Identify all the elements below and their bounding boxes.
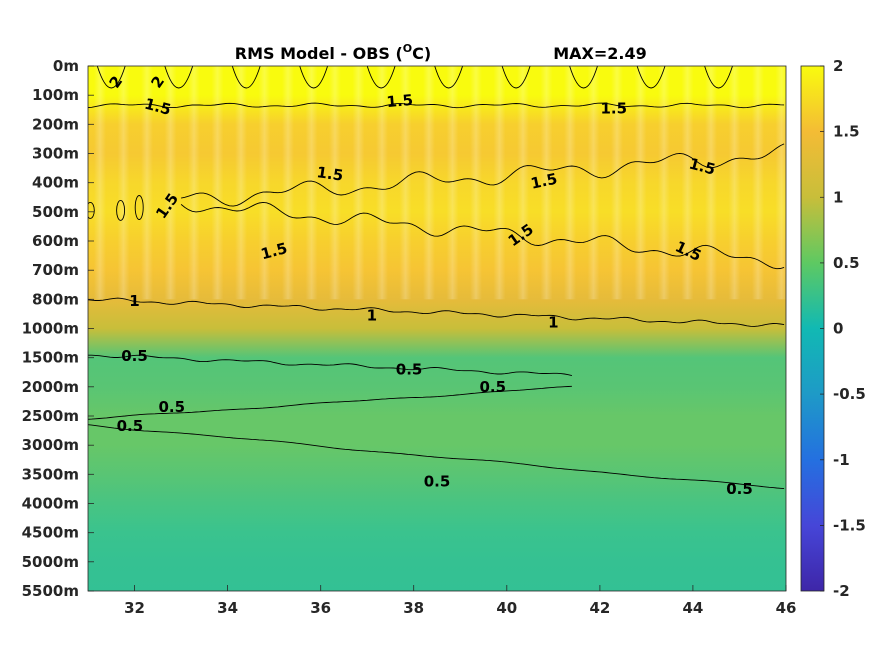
contour-label: 0.5 bbox=[159, 398, 186, 416]
y-tick-label: 4500m bbox=[22, 524, 79, 542]
y-tick-label: 200m bbox=[32, 115, 79, 133]
contour-line bbox=[636, 66, 666, 89]
x-tick-label: 40 bbox=[496, 599, 517, 617]
contour-label: 1.5 bbox=[386, 91, 414, 111]
contour-label: 0.5 bbox=[396, 360, 423, 378]
contour-label: 1 bbox=[367, 306, 377, 324]
contour-label: 0.5 bbox=[117, 417, 144, 435]
y-tick-label: 5000m bbox=[22, 553, 79, 571]
contour-label: 1.5 bbox=[316, 163, 345, 185]
contour-label: 1.5 bbox=[529, 170, 559, 193]
y-tick-label: 3500m bbox=[22, 465, 79, 483]
contour-label: 0.5 bbox=[480, 378, 507, 396]
contour-line bbox=[231, 66, 261, 89]
contour-line bbox=[501, 66, 531, 89]
y-tick-label: 1000m bbox=[22, 320, 79, 338]
y-tick-label: 4000m bbox=[22, 495, 79, 513]
contour-line bbox=[88, 354, 573, 377]
contour-line bbox=[88, 385, 572, 420]
colorbar-tick-label: -1.5 bbox=[833, 516, 866, 534]
contour-line bbox=[88, 424, 785, 490]
contour-label: 0.5 bbox=[121, 347, 148, 365]
contour-line bbox=[180, 201, 785, 270]
y-tick-label: 1500m bbox=[22, 349, 79, 367]
y-tick-label: 100m bbox=[32, 86, 79, 104]
x-tick-label: 44 bbox=[682, 599, 703, 617]
y-tick-label: 800m bbox=[32, 290, 79, 308]
contour-line bbox=[88, 201, 95, 219]
colorbar-tick-label: 1 bbox=[833, 188, 843, 206]
colorbar-tick-label: 1.5 bbox=[833, 123, 860, 141]
y-tick-label: 600m bbox=[32, 232, 79, 250]
y-tick-label: 5500m bbox=[22, 582, 79, 600]
contour-label: 0.5 bbox=[424, 473, 451, 491]
x-tick-label: 32 bbox=[124, 599, 145, 617]
contour-label: 1.5 bbox=[601, 99, 628, 117]
contour-label: 1 bbox=[548, 314, 558, 332]
y-axis: 0m 100m 200m 300m 400m 500m 600m 700m 800m 1000m 1… bbox=[22, 57, 94, 600]
contour-line bbox=[366, 66, 396, 89]
contour-label: 1 bbox=[129, 292, 139, 310]
x-tick-label: 36 bbox=[310, 599, 331, 617]
contour-line bbox=[434, 66, 464, 89]
x-tick-label: 38 bbox=[403, 599, 424, 617]
contour-line bbox=[116, 199, 126, 221]
colorbar: 2 1.5 1 0.5 0 -0.5 -1 -1.5 -2 bbox=[800, 57, 866, 600]
contour-lines bbox=[88, 66, 785, 490]
x-tick-label: 46 bbox=[776, 599, 797, 617]
x-tick-label: 34 bbox=[217, 599, 238, 617]
y-tick-label: 400m bbox=[32, 174, 79, 192]
y-tick-label: 2000m bbox=[22, 378, 79, 396]
colorbar-tick-label: -2 bbox=[833, 582, 850, 600]
colorbar-tick-label: 0 bbox=[833, 320, 843, 338]
contour-line bbox=[96, 66, 126, 89]
contour-line bbox=[704, 66, 733, 89]
colorbar-tick-label: -0.5 bbox=[833, 385, 866, 403]
y-tick-label: 300m bbox=[32, 145, 79, 163]
x-axis: 32 34 36 38 40 42 44 46 bbox=[124, 585, 796, 617]
y-tick-label: 500m bbox=[32, 203, 79, 221]
colorbar-tick-label: 0.5 bbox=[833, 254, 860, 272]
y-tick-label: 0m bbox=[53, 57, 79, 75]
contour-line bbox=[134, 195, 144, 220]
plot-area: 2 21.5 1.5 1.51.5 1.51.51.51.51.51.511 10.50.… bbox=[87, 65, 787, 592]
heatmap-stripes bbox=[94, 66, 786, 300]
contour-line bbox=[88, 297, 785, 327]
colorbar-tick-label: 2 bbox=[833, 57, 843, 75]
contour-line bbox=[164, 66, 194, 89]
y-tick-label: 3000m bbox=[22, 436, 79, 454]
colorbar-tick-label: -1 bbox=[833, 451, 850, 469]
max-annotation: MAX=2.49 bbox=[553, 44, 647, 63]
contour-line bbox=[569, 66, 598, 89]
contour-line bbox=[299, 66, 329, 89]
y-tick-label: 700m bbox=[32, 261, 79, 279]
y-tick-label: 2500m bbox=[22, 407, 79, 425]
contour-label: 0.5 bbox=[726, 480, 753, 498]
contour-line bbox=[88, 102, 785, 109]
chart-title: RMS Model - OBS (OC) bbox=[235, 42, 431, 63]
contour-line bbox=[181, 143, 785, 207]
x-tick-label: 42 bbox=[589, 599, 610, 617]
